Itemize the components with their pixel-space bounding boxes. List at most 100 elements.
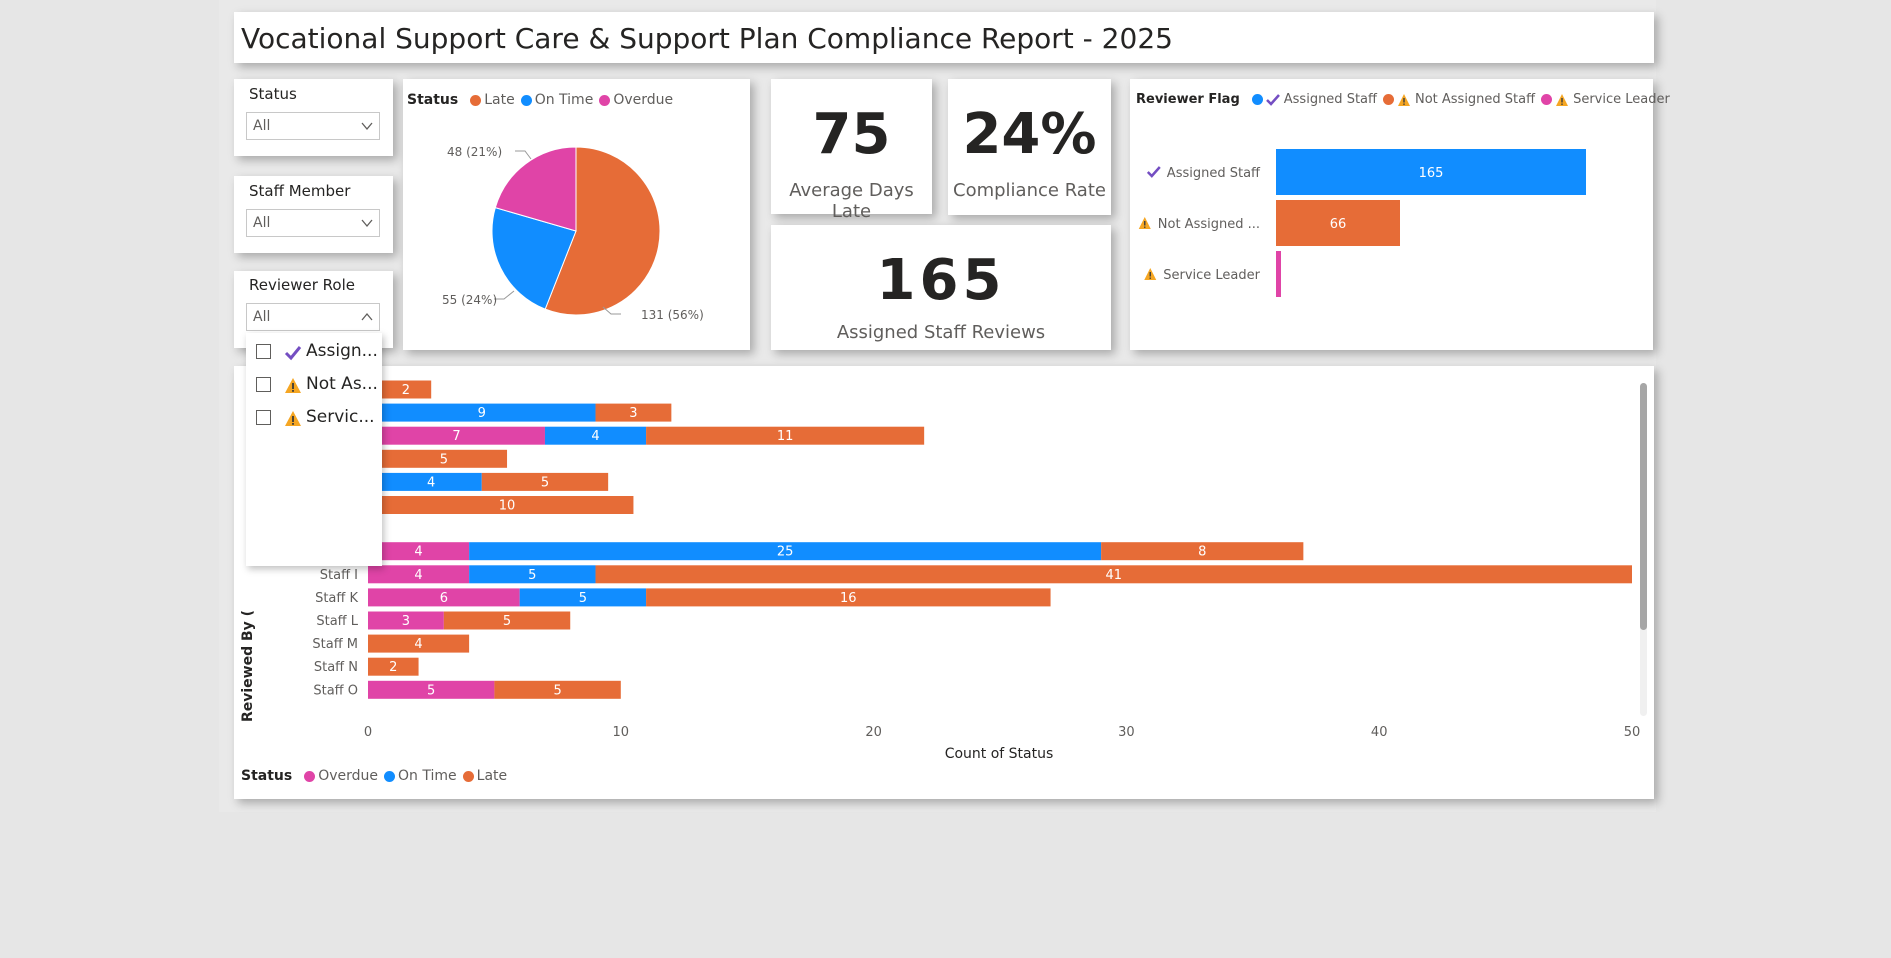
bar-data-label: 11 xyxy=(777,429,794,444)
checkbox[interactable] xyxy=(256,410,271,425)
bar-segment-on-time[interactable] xyxy=(519,588,647,607)
checkbox[interactable] xyxy=(256,377,271,392)
reviewer-option-service[interactable]: Servic... xyxy=(256,406,382,430)
chevron-up-icon xyxy=(361,312,373,321)
staff-member-dropdown-value: All xyxy=(253,215,271,231)
pie-chart: 48 (21%) 55 (24%) 131 (56%) xyxy=(442,145,704,322)
staff-member-slicer-title: Staff Member xyxy=(249,182,351,200)
legend-service-leader: Service Leader xyxy=(1573,92,1670,107)
bar-data-label: 5 xyxy=(440,452,448,467)
reviewer-option-label: Assign... xyxy=(306,341,378,361)
bar-data-label: 7 xyxy=(452,429,460,444)
bar-segment-overdue[interactable] xyxy=(368,542,470,561)
bar-data-label: 4 xyxy=(591,429,599,444)
bar-data-label: 16 xyxy=(840,591,857,606)
status-dropdown-value: All xyxy=(253,118,271,134)
bar-segment-late[interactable] xyxy=(595,403,672,422)
kpi-compliance-rate: 24% Compliance Rate xyxy=(948,79,1111,215)
legend-not-assigned-staff: Not Assigned Staff xyxy=(1414,92,1536,107)
status-dropdown[interactable]: All xyxy=(246,112,380,140)
pie-slice-on-time[interactable] xyxy=(491,207,577,310)
bar-segment-late[interactable] xyxy=(380,380,432,399)
flag-category-label: Assigned Staff xyxy=(1167,166,1261,181)
bar-segment-on-time[interactable] xyxy=(544,426,647,445)
bar-data-label: 5 xyxy=(503,614,511,629)
check-icon xyxy=(1265,93,1280,106)
reviewer-role-dropdown-value: All xyxy=(253,309,271,325)
status-chart-legend: Status Overdue On Time Late xyxy=(241,768,507,784)
chevron-down-icon xyxy=(361,219,373,228)
bar-segment-late[interactable] xyxy=(443,611,571,630)
bar-segment-late[interactable] xyxy=(380,496,634,514)
bar-segment-late[interactable] xyxy=(368,634,470,653)
pie-legend-on-time: On Time xyxy=(534,92,594,108)
flag-bar[interactable] xyxy=(1276,200,1400,246)
x-tick-label: 50 xyxy=(1624,725,1641,740)
bar-segment-on-time[interactable] xyxy=(368,403,596,422)
bar-data-label: 8 xyxy=(1198,545,1206,560)
chart-scrollbar[interactable] xyxy=(1640,383,1647,716)
bar-segment-late[interactable] xyxy=(494,680,621,699)
status-slicer-title: Status xyxy=(249,85,297,103)
bar-data-label: 2 xyxy=(402,383,410,398)
bar-segment-late[interactable] xyxy=(595,565,1632,584)
reviewer-flag-chart: 165 Assigned Staff 66 Not Assigned ... Servi… xyxy=(1138,149,1586,297)
bar-segment-overdue[interactable] xyxy=(368,611,444,630)
pie-slice-late[interactable] xyxy=(544,146,661,316)
reviewer-option-not-assigned[interactable]: Not As... xyxy=(256,373,382,397)
bar-segment-on-time[interactable] xyxy=(380,472,482,491)
bar-segment-overdue[interactable] xyxy=(368,426,545,445)
kpi-assigned-reviews-label: Assigned Staff Reviews xyxy=(836,322,1046,343)
pie-label-overdue: 48 (21%) xyxy=(447,145,502,159)
y-axis-title: Reviewed By ( xyxy=(240,610,256,722)
status-legend-on-time: On Time xyxy=(398,768,457,784)
flag-bar-data-label: 165 xyxy=(1419,166,1444,181)
status-chart-legend-title: Status xyxy=(241,768,293,784)
bar-segment-late[interactable] xyxy=(380,449,508,468)
kpi-avg-days-late-value: 75 xyxy=(812,102,891,167)
bar-data-label: 5 xyxy=(553,683,561,698)
bar-data-label: 4 xyxy=(427,475,435,490)
reviewer-flag-card: Reviewer Flag Assigned Staff Not Assigne… xyxy=(1130,79,1670,350)
bar-segment-overdue[interactable] xyxy=(368,680,495,699)
bar-segment-on-time[interactable] xyxy=(469,565,596,584)
pie-legend-overdue: Overdue xyxy=(613,92,674,108)
pie-legend: Status Late On Time Overdue xyxy=(407,92,673,108)
legend-dot-service-leader xyxy=(1541,94,1553,105)
bar-segment-overdue[interactable] xyxy=(368,565,470,584)
leader-line-overdue xyxy=(515,150,532,160)
legend-dot-assigned xyxy=(1251,94,1263,105)
bar-segment-late[interactable] xyxy=(368,657,419,676)
kpi-avg-days-late-label: Average Days Late xyxy=(789,180,914,222)
legend-dot-overdue xyxy=(599,94,611,106)
reviewer-option-label: Not As... xyxy=(306,374,378,394)
reviewer-role-dropdown[interactable]: All xyxy=(246,303,380,331)
flag-bar[interactable] xyxy=(1276,251,1281,297)
staff-member-dropdown[interactable]: All xyxy=(246,209,380,237)
bar-data-label: 3 xyxy=(629,406,637,421)
legend-dot-overdue xyxy=(304,770,316,782)
bar-segment-late[interactable] xyxy=(646,588,1051,607)
reviewer-flag-legend-title: Reviewer Flag xyxy=(1136,92,1240,107)
check-icon xyxy=(284,346,302,361)
flag-bar[interactable] xyxy=(1276,149,1586,195)
bar-segment-late[interactable] xyxy=(1101,542,1304,561)
bar-segment-late[interactable] xyxy=(481,472,609,491)
chart-scrollbar-thumb[interactable] xyxy=(1640,383,1647,630)
checkbox[interactable] xyxy=(256,344,271,359)
bar-segment-overdue[interactable] xyxy=(368,588,520,607)
pie-legend-late: Late xyxy=(484,92,515,108)
y-tick-label: Staff K xyxy=(315,591,358,606)
pie-slice-overdue[interactable] xyxy=(494,146,577,232)
bar-segment-on-time[interactable] xyxy=(469,542,1102,561)
kpi-assigned-reviews-value: 165 xyxy=(876,248,1006,313)
bar-data-label: 5 xyxy=(541,475,549,490)
bar-segment-late[interactable] xyxy=(646,426,925,445)
chevron-down-icon xyxy=(361,122,373,131)
reviewer-option-assigned[interactable]: Assign... xyxy=(256,340,382,364)
kpi-compliance-rate-value: 24% xyxy=(962,102,1097,167)
kpi-compliance-rate-label: Compliance Rate xyxy=(953,180,1106,201)
staff-member-slicer: Staff Member All xyxy=(234,176,393,253)
